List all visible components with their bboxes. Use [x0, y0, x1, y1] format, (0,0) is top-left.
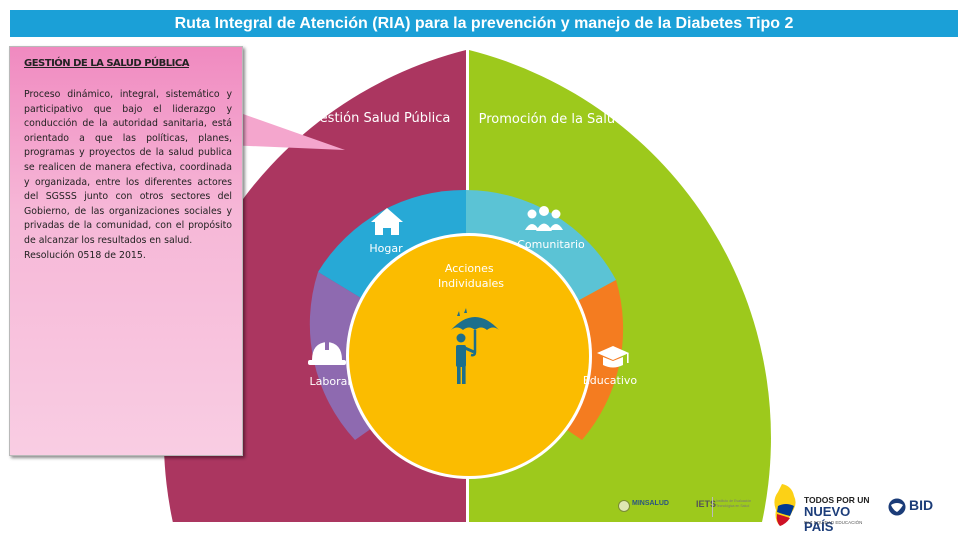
iets-logo: IETS Instituto de Evaluación Tecnológica… — [696, 495, 766, 521]
iets-subtitle: Instituto de Evaluación Tecnológica en S… — [716, 499, 752, 508]
promocion-label: Promoción de la Salud — [479, 112, 624, 127]
colombia-map-icon — [774, 484, 796, 526]
people-group-icon — [525, 206, 563, 231]
gestion-label: Gestión Salud Pública — [310, 111, 451, 126]
nuevo-pais-main-text: NUEVO PAÍS — [804, 504, 851, 534]
minsalud-seal-icon — [618, 500, 630, 512]
bid-logo: BID — [888, 496, 948, 524]
bid-globe-icon — [888, 498, 906, 516]
iets-divider — [712, 497, 713, 517]
nuevo-pais-sub-text: PAZ EQUIDAD EDUCACIÓN — [804, 520, 863, 525]
callout-body: Proceso dinámico, integral, sistemático … — [24, 89, 232, 246]
hogar-label: Hogar — [369, 242, 403, 255]
gestion-callout-box — [9, 46, 243, 456]
callout-resolution: Resolución 0518 de 2015. — [24, 249, 146, 261]
house-icon — [371, 208, 403, 235]
minsalud-logo: MINSALUD — [618, 497, 678, 517]
graduation-cap-icon — [597, 346, 629, 368]
bid-text: BID — [909, 497, 934, 513]
callout-body-container: Proceso dinámico, integral, sistemático … — [24, 88, 232, 263]
nuevo-pais-logo: TODOS POR UN NUEVO PAÍS PAZ EQUIDAD EDUC… — [770, 482, 880, 534]
acciones-individuales-label: Acciones Individuales — [438, 262, 504, 290]
minsalud-text: MINSALUD — [632, 500, 669, 507]
nuevo-pais-top-text: TODOS POR UN — [804, 495, 870, 505]
callout-pointer — [226, 108, 345, 150]
educativo-label: Educativo — [583, 374, 638, 387]
acciones-label-line1: Acciones — [445, 262, 494, 275]
laboral-label: Laboral — [310, 375, 351, 388]
iets-text: IETS — [696, 499, 717, 509]
callout-heading: GESTIÓN DE LA SALUD PÚBLICA — [24, 58, 189, 69]
comunitario-label: Comunitario — [517, 238, 585, 251]
page-title: Ruta Integral de Atención (RIA) para la … — [10, 10, 958, 37]
acciones-individuales-circle — [349, 236, 589, 476]
hard-hat-icon — [308, 340, 346, 365]
acciones-label-line2: Individuales — [438, 277, 504, 290]
person-umbrella-icon — [451, 308, 499, 384]
